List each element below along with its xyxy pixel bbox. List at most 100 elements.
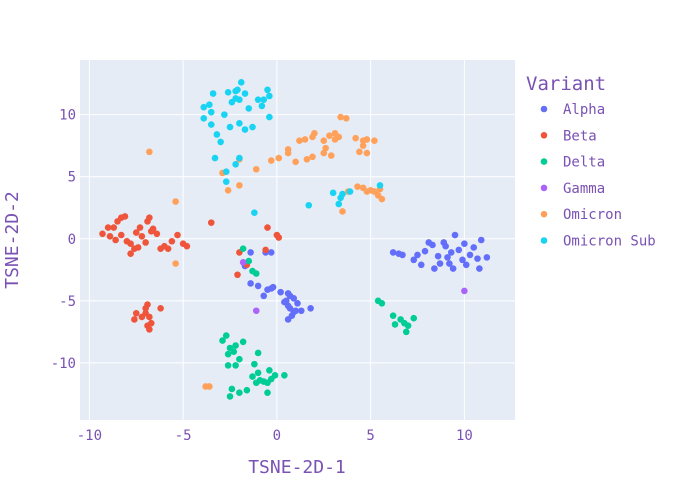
data-point [134,244,142,251]
data-point [168,237,176,245]
data-point [138,232,146,240]
data-point [431,265,438,272]
data-point [232,87,239,95]
legend-item[interactable]: Gamma [540,181,605,197]
data-point [436,260,444,267]
data-point [221,111,228,118]
data-point [146,214,153,221]
legend-item[interactable]: Omicron [540,207,622,223]
data-point [442,242,449,250]
data-point [222,332,230,339]
data-point [121,213,129,220]
data-point [264,224,271,231]
data-point [474,255,481,262]
data-point [207,108,215,116]
data-point [245,257,253,265]
data-point [292,307,299,315]
data-point [183,242,191,250]
x-tick-label: -10 [77,428,102,444]
x-tick-label: 0 [273,428,281,444]
data-point [449,265,457,272]
data-point [399,251,406,259]
data-point [258,102,266,110]
data-point [266,92,273,100]
data-point [309,153,316,161]
data-point [434,252,442,260]
data-point [224,88,232,96]
data-point [219,337,226,344]
data-point [254,349,262,357]
data-point [266,367,273,374]
data-point [106,232,114,240]
data-point [307,304,314,312]
data-point [112,236,119,244]
data-point [275,234,283,241]
x-tick-label: 10 [456,428,473,444]
legend-item[interactable]: Omicron Sub [540,234,656,250]
data-point [142,304,149,312]
data-point [402,328,410,336]
y-axis-ticks: -10 -5 0 5 10 [51,108,76,372]
data-point [232,362,239,369]
data-point [206,383,213,390]
data-point [476,265,483,272]
data-point [243,386,251,394]
legend-item[interactable]: Delta [540,155,605,171]
data-point [378,300,386,307]
data-point [346,188,354,195]
x-axis-title: TSNE-2D-1 [248,457,346,478]
data-point [327,152,335,159]
data-point [239,338,247,346]
data-point [342,115,350,122]
data-point [292,158,299,166]
data-point [337,113,344,121]
data-point [339,208,346,215]
data-point [461,240,468,248]
data-point [266,113,273,121]
data-point [322,144,329,152]
data-point [356,148,363,156]
data-point [421,247,429,255]
data-point [146,326,153,333]
data-point [331,136,339,143]
data-point [339,190,346,198]
legend-label: Beta [563,128,597,144]
data-point [269,283,277,291]
data-point [444,254,451,261]
data-point [252,307,260,315]
data-point [451,231,459,239]
data-point [174,231,181,239]
data-point [127,250,134,257]
legend-marker [540,132,548,139]
data-point [305,201,313,209]
data-point [153,230,161,238]
x-tick-label: -5 [175,428,192,444]
data-point [297,307,305,315]
data-point [239,245,247,252]
legend-label: Omicron [563,207,622,223]
data-point [213,131,221,138]
data-point [470,244,478,251]
data-point [320,149,328,157]
data-point [414,251,421,259]
data-point [462,261,470,269]
data-point [446,260,453,267]
y-axis-title: TSNE-2D-2 [2,191,23,289]
legend-item[interactable]: Alpha [540,102,605,118]
data-point [275,154,283,162]
data-point [172,198,179,205]
legend-label: Alpha [563,102,605,118]
data-point [417,261,425,269]
legend[interactable]: Variant Alpha Beta Delta Gamma Omicron Omicro… [526,73,656,250]
x-tick-label: 5 [366,428,374,444]
data-point [234,271,241,279]
data-point [309,133,316,141]
data-point [286,292,294,300]
data-point [157,304,164,312]
data-point [359,142,367,149]
data-point [477,236,485,244]
data-point [376,182,384,189]
legend-item[interactable]: Beta [540,128,597,144]
data-point [142,239,149,246]
legend-label: Omicron Sub [563,234,656,250]
